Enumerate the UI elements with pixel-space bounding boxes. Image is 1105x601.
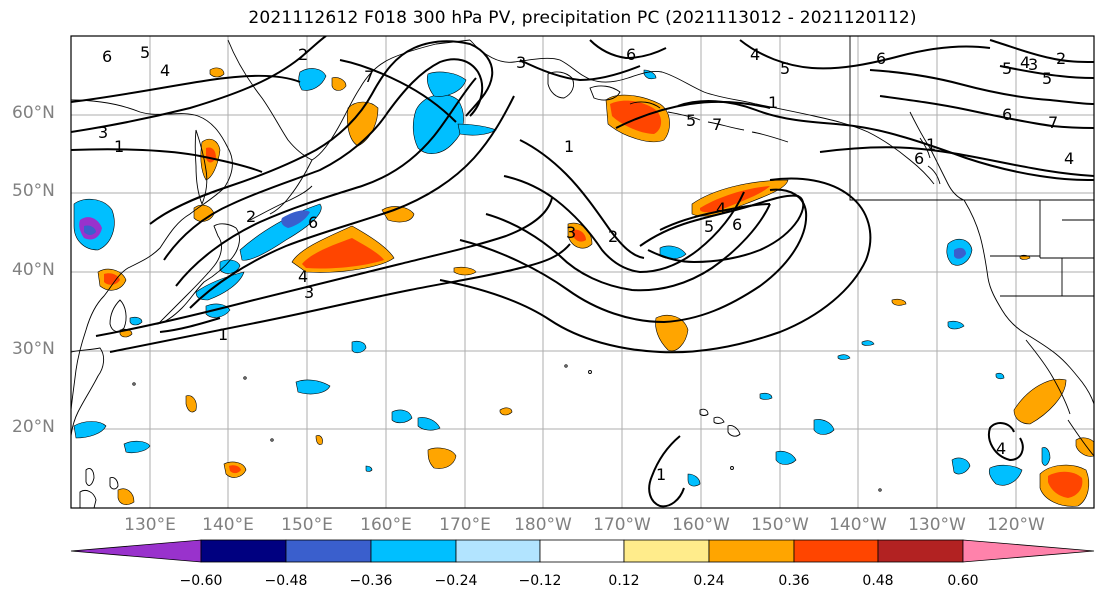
contour-label: 4 bbox=[1020, 53, 1030, 72]
coastlines bbox=[71, 36, 1094, 508]
longitude-label: 150°W bbox=[751, 515, 809, 535]
contour-label: 5 bbox=[1042, 69, 1052, 88]
latitude-label: 60°N bbox=[12, 103, 55, 123]
latitude-label: 20°N bbox=[12, 417, 55, 437]
colorbar bbox=[70, 539, 1095, 563]
contour-label: 2 bbox=[608, 227, 618, 246]
colorbar-extend-high bbox=[962, 539, 1095, 563]
longitude-label: 130°E bbox=[124, 515, 176, 535]
contour-label: 6 bbox=[1002, 105, 1012, 124]
contour-label: 7 bbox=[712, 115, 722, 134]
longitude-label: 120°W bbox=[987, 515, 1045, 535]
longitude-label: 180°W bbox=[514, 515, 572, 535]
contour-label: 6 bbox=[914, 149, 924, 168]
colorbar-segment bbox=[623, 539, 710, 563]
colorbar-segment bbox=[539, 539, 625, 563]
contour-label: 6 bbox=[626, 45, 636, 64]
colorbar-extend-low bbox=[70, 539, 202, 563]
contour-label: 5 bbox=[780, 59, 790, 78]
pv-contour-labels: 6 5 4 3 1 2 7 3 6 4 5 6 5 2 3 4 5 6 7 1 … bbox=[98, 43, 1074, 484]
contour-label: 4 bbox=[716, 199, 726, 218]
colorbar-segment bbox=[708, 539, 795, 563]
longitude-label: 170°E bbox=[439, 515, 491, 535]
longitude-label: 140°E bbox=[202, 515, 254, 535]
colorbar-tick-label: 0.60 bbox=[947, 573, 979, 589]
precipitation-shading bbox=[73, 67, 1094, 507]
colorbar-segment bbox=[285, 539, 372, 563]
figure-title: 2021112612 F018 300 hPa PV, precipitatio… bbox=[248, 8, 917, 28]
colorbar-tick-label: 0.12 bbox=[608, 573, 640, 589]
map-frame bbox=[70, 35, 1095, 509]
contour-label: 1 bbox=[218, 325, 228, 344]
contour-label: 2 bbox=[298, 45, 308, 64]
contour-label: 3 bbox=[1028, 55, 1038, 74]
contour-label: 4 bbox=[750, 45, 760, 64]
longitude-label: 170°W bbox=[593, 515, 651, 535]
contour-label: 1 bbox=[926, 135, 936, 154]
pv-contours bbox=[71, 36, 1094, 508]
contour-label: 1 bbox=[656, 465, 666, 484]
colorbar-tick-label: −0.36 bbox=[349, 573, 393, 589]
contour-label: 2 bbox=[246, 207, 256, 226]
contour-label: 3 bbox=[516, 53, 526, 72]
colorbar-tick-label: 0.48 bbox=[862, 573, 894, 589]
contour-label: 4 bbox=[996, 439, 1006, 458]
latitude-label: 40°N bbox=[12, 260, 55, 280]
contour-label: 6 bbox=[876, 49, 886, 68]
latitude-label: 50°N bbox=[12, 181, 55, 201]
colorbar-tick-label: 0.36 bbox=[778, 573, 810, 589]
colorbar-tick-label: −0.48 bbox=[264, 573, 308, 589]
contour-label: 4 bbox=[1064, 149, 1074, 168]
longitude-label: 150°E bbox=[281, 515, 333, 535]
colorbar-tick-label: 0.24 bbox=[693, 573, 725, 589]
longitude-label: 130°W bbox=[908, 515, 966, 535]
colorbar-segment bbox=[200, 539, 287, 563]
contour-label: 5 bbox=[686, 111, 696, 130]
colorbar-segment bbox=[455, 539, 541, 563]
contour-label: 7 bbox=[364, 67, 374, 86]
contour-label: 3 bbox=[566, 223, 576, 242]
colorbar-segment bbox=[877, 539, 964, 563]
contour-label: 1 bbox=[114, 137, 124, 156]
contour-label: 5 bbox=[1002, 59, 1012, 78]
contour-label: 7 bbox=[1048, 113, 1058, 132]
colorbar-segment bbox=[370, 539, 457, 563]
latitude-label: 30°N bbox=[12, 339, 55, 359]
contour-label: 6 bbox=[732, 215, 742, 234]
contour-label: 5 bbox=[704, 217, 714, 236]
contour-label: 2 bbox=[1056, 49, 1066, 68]
contour-label: 1 bbox=[768, 93, 778, 112]
contour-label: 5 bbox=[140, 43, 150, 62]
contour-label: 6 bbox=[308, 213, 318, 232]
contour-label: 1 bbox=[564, 137, 574, 156]
contour-label: 3 bbox=[98, 123, 108, 142]
contour-label: 3 bbox=[304, 283, 314, 302]
longitude-label: 140°W bbox=[829, 515, 887, 535]
longitude-label: 160°E bbox=[360, 515, 412, 535]
longitude-label: 160°W bbox=[672, 515, 730, 535]
colorbar-tick-label: −0.24 bbox=[434, 573, 478, 589]
contour-label: 4 bbox=[160, 61, 170, 80]
colorbar-segment bbox=[793, 539, 879, 563]
contour-label: 4 bbox=[298, 267, 308, 286]
colorbar-tick-label: −0.60 bbox=[179, 573, 223, 589]
contour-label: 6 bbox=[102, 47, 112, 66]
colorbar-tick-label: −0.12 bbox=[518, 573, 562, 589]
